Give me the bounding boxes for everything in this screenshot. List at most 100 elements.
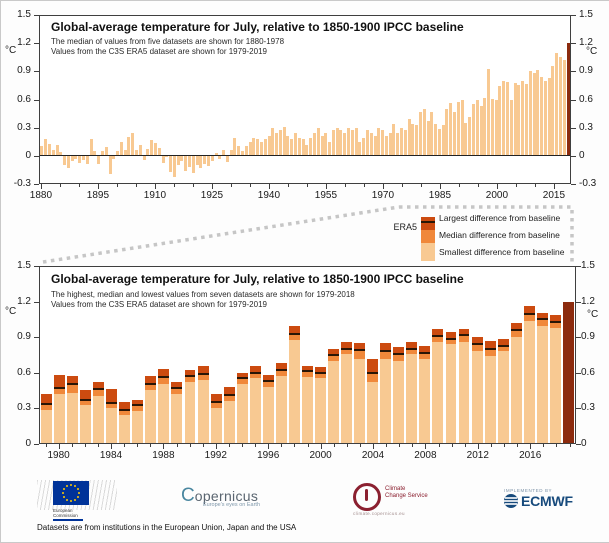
bar-median-2018	[549, 322, 561, 328]
bottom-chart-bars	[40, 267, 575, 443]
bar-smallest-2002	[341, 353, 353, 443]
bottom-y-unit-right: °C	[587, 309, 599, 320]
legend-swatch-largest	[421, 217, 435, 230]
bar-largest-1996	[262, 374, 274, 381]
top-bar-1934	[244, 145, 248, 156]
top-bar-1955	[324, 132, 328, 156]
top-bar-1997	[483, 97, 487, 156]
bar-median-1985	[119, 410, 131, 415]
bar-median-1981	[67, 384, 79, 393]
bar-smallest-2010	[445, 344, 457, 443]
top-bar-1987	[445, 108, 449, 156]
top-y-tick-label: 0.9	[17, 65, 31, 77]
bar-largest-1984	[106, 389, 118, 404]
bottom-x-tick-label: 1980	[47, 450, 70, 461]
top-x-tick	[420, 184, 422, 187]
bar-median-1980	[54, 387, 65, 394]
top-y-tick-label: 0	[579, 149, 585, 161]
eu-star	[73, 484, 77, 488]
top-bar-1978	[411, 123, 415, 156]
top-bar-1968	[373, 135, 377, 156]
bottom-y-tick-label: 0	[25, 438, 31, 449]
bottom-y-tick	[576, 301, 581, 303]
top-bar-2007	[521, 80, 525, 156]
top-y-tick	[34, 71, 39, 73]
top-zero-line	[40, 154, 570, 156]
top-bar-1940	[267, 135, 271, 156]
bottom-x-tick	[346, 444, 348, 447]
bar-era5-line-1983	[93, 388, 105, 391]
bar-era5-line-2014	[497, 344, 509, 347]
bar-largest-2009	[432, 329, 444, 337]
bar-largest-2005	[380, 343, 392, 352]
top-bar-1943	[278, 130, 282, 156]
top-bar-1889	[74, 155, 78, 159]
bottom-y-tick-label: 0.3	[17, 402, 31, 414]
bottom-y-tick-label: 0.9	[581, 331, 595, 343]
bar-largest-2000	[315, 366, 326, 373]
bar-era5-line-2017	[536, 317, 548, 320]
top-bar-1944	[282, 127, 286, 156]
bar-smallest-1997	[275, 376, 287, 443]
bar-smallest-1979	[41, 410, 52, 443]
top-bar-1890	[78, 155, 82, 163]
bar-era5-line-2016	[523, 312, 535, 315]
top-bar-1910	[153, 143, 157, 156]
top-bar-2017	[559, 56, 563, 156]
top-bar-1965	[362, 137, 366, 156]
bottom-x-tick-label: 1988	[152, 450, 175, 461]
eu-star	[62, 495, 66, 499]
top-bar-1925	[210, 155, 214, 161]
top-bar-1953	[316, 128, 320, 156]
top-bar-2013	[543, 80, 547, 156]
bar-smallest-2004	[367, 381, 379, 443]
top-bar-1950	[305, 144, 309, 156]
top-bar-1974	[396, 132, 400, 156]
ecmwf-globe-icon	[504, 494, 518, 508]
bar-era5-line-1996	[262, 379, 274, 382]
top-bar-1936	[252, 137, 256, 156]
top-bar-1906	[138, 144, 142, 156]
bar-era5-line-1980	[54, 386, 65, 389]
bar-smallest-2015	[510, 337, 522, 443]
top-bar-1945	[286, 135, 290, 156]
bar-median-1992	[210, 401, 222, 408]
top-y-tick	[34, 127, 39, 129]
bottom-x-tick	[464, 444, 466, 447]
bar-largest-1997	[275, 363, 287, 371]
top-bar-1901	[119, 142, 123, 156]
bar-median-1988	[158, 377, 170, 385]
top-bar-1967	[369, 132, 373, 156]
bottom-x-tick	[543, 444, 545, 447]
legend-label-largest: Largest difference from baseline	[439, 213, 561, 223]
top-y-tick	[571, 127, 576, 129]
bottom-x-tick	[268, 444, 270, 449]
eu-star	[65, 484, 69, 488]
top-bar-1920	[191, 155, 195, 173]
bar-median-1998	[288, 333, 300, 340]
bottom-x-tick	[556, 444, 558, 447]
legend-label-smallest: Smallest difference from baseline	[439, 247, 565, 257]
bottom-x-tick	[320, 444, 322, 449]
bar-median-1982	[80, 399, 92, 406]
bar-largest-1987	[145, 376, 157, 385]
top-bar-1924	[206, 155, 210, 167]
top-bar-1894	[93, 150, 97, 156]
top-bar-1942	[275, 132, 279, 156]
top-bar-1983	[430, 112, 434, 156]
bar-median-2009	[432, 336, 444, 343]
bar-era5-line-1988	[158, 376, 170, 379]
bar-median-1994	[236, 378, 248, 385]
top-x-tick	[230, 184, 232, 187]
bottom-x-tick	[333, 444, 335, 447]
bottom-x-tick	[386, 444, 388, 447]
bar-median-2016	[523, 313, 535, 321]
top-bar-1995	[475, 99, 479, 156]
top-bar-1980	[418, 111, 422, 156]
top-bar-1985	[437, 129, 441, 156]
top-y-tick-label: 0.9	[579, 65, 593, 77]
top-bar-1988	[449, 103, 453, 156]
top-bar-1928	[222, 149, 226, 156]
bar-smallest-1994	[236, 384, 248, 443]
